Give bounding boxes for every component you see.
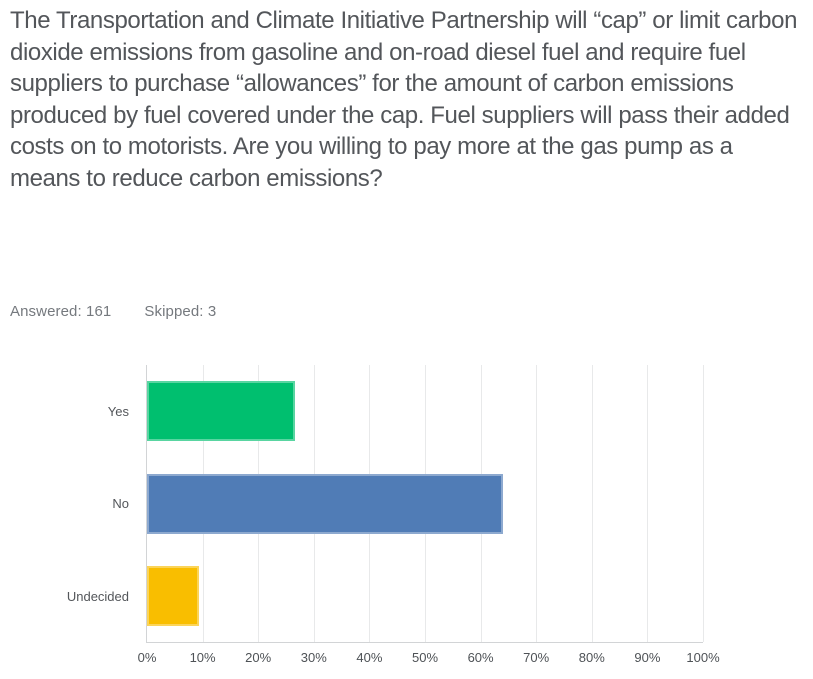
chart-row-no: No: [112, 458, 703, 551]
x-tick-label-50: 50%: [411, 650, 439, 665]
category-label-yes: Yes: [107, 403, 129, 419]
x-tick-label-10: 10%: [189, 650, 216, 665]
bar-yes[interactable]: [147, 381, 296, 441]
x-tick-label-80: 80%: [578, 650, 605, 665]
x-tick-label-30: 30%: [300, 650, 327, 665]
category-label-undecided: Undecided: [66, 589, 129, 605]
category-label-no: No: [112, 496, 129, 512]
x-tick-label-90: 90%: [634, 650, 661, 665]
response-stats: Answered: 161 Skipped: 3: [10, 303, 216, 320]
x-tick-label-100: 100%: [686, 650, 720, 665]
x-tick-label-0: 0%: [137, 650, 157, 665]
x-tick-label-70: 70%: [523, 650, 550, 665]
x-tick-label-60: 60%: [467, 650, 494, 665]
v-gridline-90: [647, 365, 649, 642]
x-tick-label-40: 40%: [356, 650, 383, 665]
plot-area: 0% 10% 20% 30% 40% 50% 60% 70% 80% 90% 100% Yes No Un…: [67, 365, 720, 665]
bar-undecided[interactable]: [147, 566, 199, 627]
v-gridline-80: [591, 365, 593, 642]
question-text: The Transportation and Climate Initiativ…: [10, 7, 798, 192]
chart-row-yes: Yes: [108, 365, 703, 458]
skipped-count: Skipped: 3: [144, 303, 217, 320]
bar-chart: 0% 10% 20% 30% 40% 50% 60% 70% 80% 90% 100% Yes No Un…: [0, 365, 813, 665]
bar-no[interactable]: [147, 473, 503, 534]
v-gridline-70: [536, 365, 538, 642]
chart-row-undecided: Undecided: [67, 550, 703, 643]
x-tick-label-20: 20%: [245, 650, 272, 665]
answered-count: Answered: 161: [10, 303, 112, 320]
v-gridline-100: [703, 365, 704, 642]
